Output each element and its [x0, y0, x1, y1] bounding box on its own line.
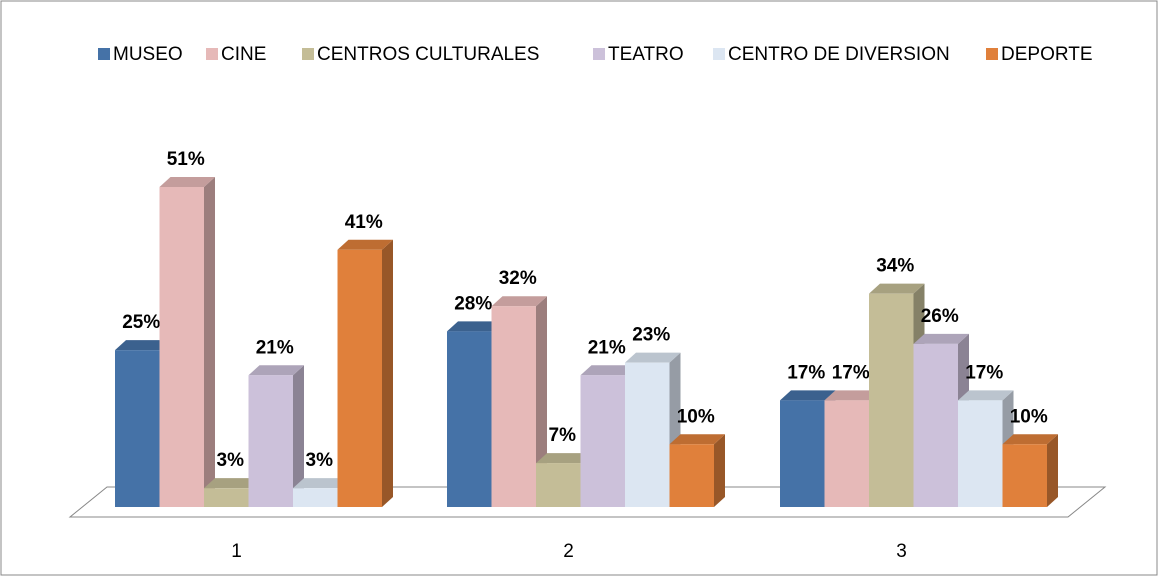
- value-label: 17%: [787, 362, 825, 383]
- value-label: 34%: [876, 256, 914, 277]
- bar-front: [958, 400, 1003, 507]
- value-label: 3%: [217, 450, 245, 471]
- bar-top: [204, 478, 260, 489]
- bar-side: [1047, 434, 1058, 507]
- bar: [536, 453, 592, 507]
- bar-top: [293, 478, 349, 489]
- bar-front: [536, 463, 581, 507]
- bar: [248, 365, 304, 507]
- bar-top: [869, 283, 925, 294]
- value-label: 51%: [167, 149, 205, 170]
- legend-label: CENTROS CULTURALES: [317, 44, 539, 65]
- bar-top: [824, 390, 880, 401]
- value-label: 17%: [965, 362, 1003, 383]
- bar-top: [958, 390, 1014, 401]
- bar-top: [913, 333, 969, 344]
- bar: [491, 296, 547, 507]
- x-tick-label: 3: [896, 541, 907, 562]
- x-tick-label: 1: [231, 541, 242, 562]
- bar-front: [824, 400, 869, 507]
- bar-front: [580, 375, 625, 507]
- legend-label: TEATRO: [608, 44, 684, 65]
- bar-side: [293, 365, 304, 507]
- value-label: 25%: [122, 312, 160, 333]
- bar-top: [1002, 434, 1058, 445]
- legend-swatch: [986, 48, 998, 60]
- legend-label: CENTRO DE DIVERSION: [728, 44, 950, 65]
- bar: [1002, 434, 1058, 507]
- value-label: 3%: [306, 450, 334, 471]
- bar-top: [780, 390, 836, 401]
- bar-side: [204, 177, 215, 507]
- x-tick-label: 2: [563, 541, 574, 562]
- bar-top: [337, 239, 393, 250]
- value-label: 17%: [832, 362, 870, 383]
- legend-swatch: [302, 48, 314, 60]
- bar-top: [669, 434, 725, 445]
- bar-front: [669, 444, 714, 507]
- bar-top: [248, 365, 304, 376]
- bar-front: [491, 306, 536, 507]
- bar-top: [115, 340, 171, 351]
- value-label: 21%: [256, 337, 294, 358]
- value-label: 23%: [632, 325, 670, 346]
- value-label: 21%: [588, 337, 626, 358]
- value-label: 7%: [549, 425, 577, 446]
- bar-front: [204, 488, 249, 507]
- bar-top: [159, 177, 215, 187]
- bar-side: [382, 239, 393, 507]
- bar-top: [580, 365, 636, 376]
- legend-label: DEPORTE: [1001, 44, 1093, 65]
- bar-front: [869, 293, 914, 507]
- bar-front: [337, 249, 382, 507]
- legend-swatch: [593, 48, 605, 60]
- bar-front: [780, 400, 825, 507]
- value-label: 32%: [499, 268, 537, 289]
- value-label: 10%: [1010, 406, 1048, 427]
- bar-top: [625, 352, 681, 363]
- value-label: 41%: [345, 212, 383, 233]
- bar: [337, 239, 393, 507]
- bar: [159, 177, 215, 507]
- bar-front: [159, 187, 204, 507]
- bar-front: [913, 343, 958, 507]
- bar-side: [536, 296, 547, 507]
- legend-label: MUSEO: [113, 44, 183, 65]
- bar-side: [714, 434, 725, 507]
- value-label: 10%: [677, 406, 715, 427]
- legend-label: CINE: [221, 44, 266, 65]
- bar-top: [447, 321, 503, 332]
- value-label: 26%: [921, 306, 959, 327]
- legend-swatch: [713, 48, 725, 60]
- bar-front: [115, 350, 160, 507]
- value-label: 28%: [454, 293, 492, 314]
- bar-front: [248, 375, 293, 507]
- bar-top: [491, 296, 547, 307]
- legend-swatch: [98, 48, 110, 60]
- bar-front: [447, 331, 492, 507]
- bar-top: [536, 453, 592, 464]
- bar-front: [625, 362, 670, 507]
- bar-front: [293, 488, 338, 507]
- bar: [869, 283, 925, 507]
- bar-front: [1002, 444, 1047, 507]
- legend-swatch: [206, 48, 218, 60]
- bar: [669, 434, 725, 507]
